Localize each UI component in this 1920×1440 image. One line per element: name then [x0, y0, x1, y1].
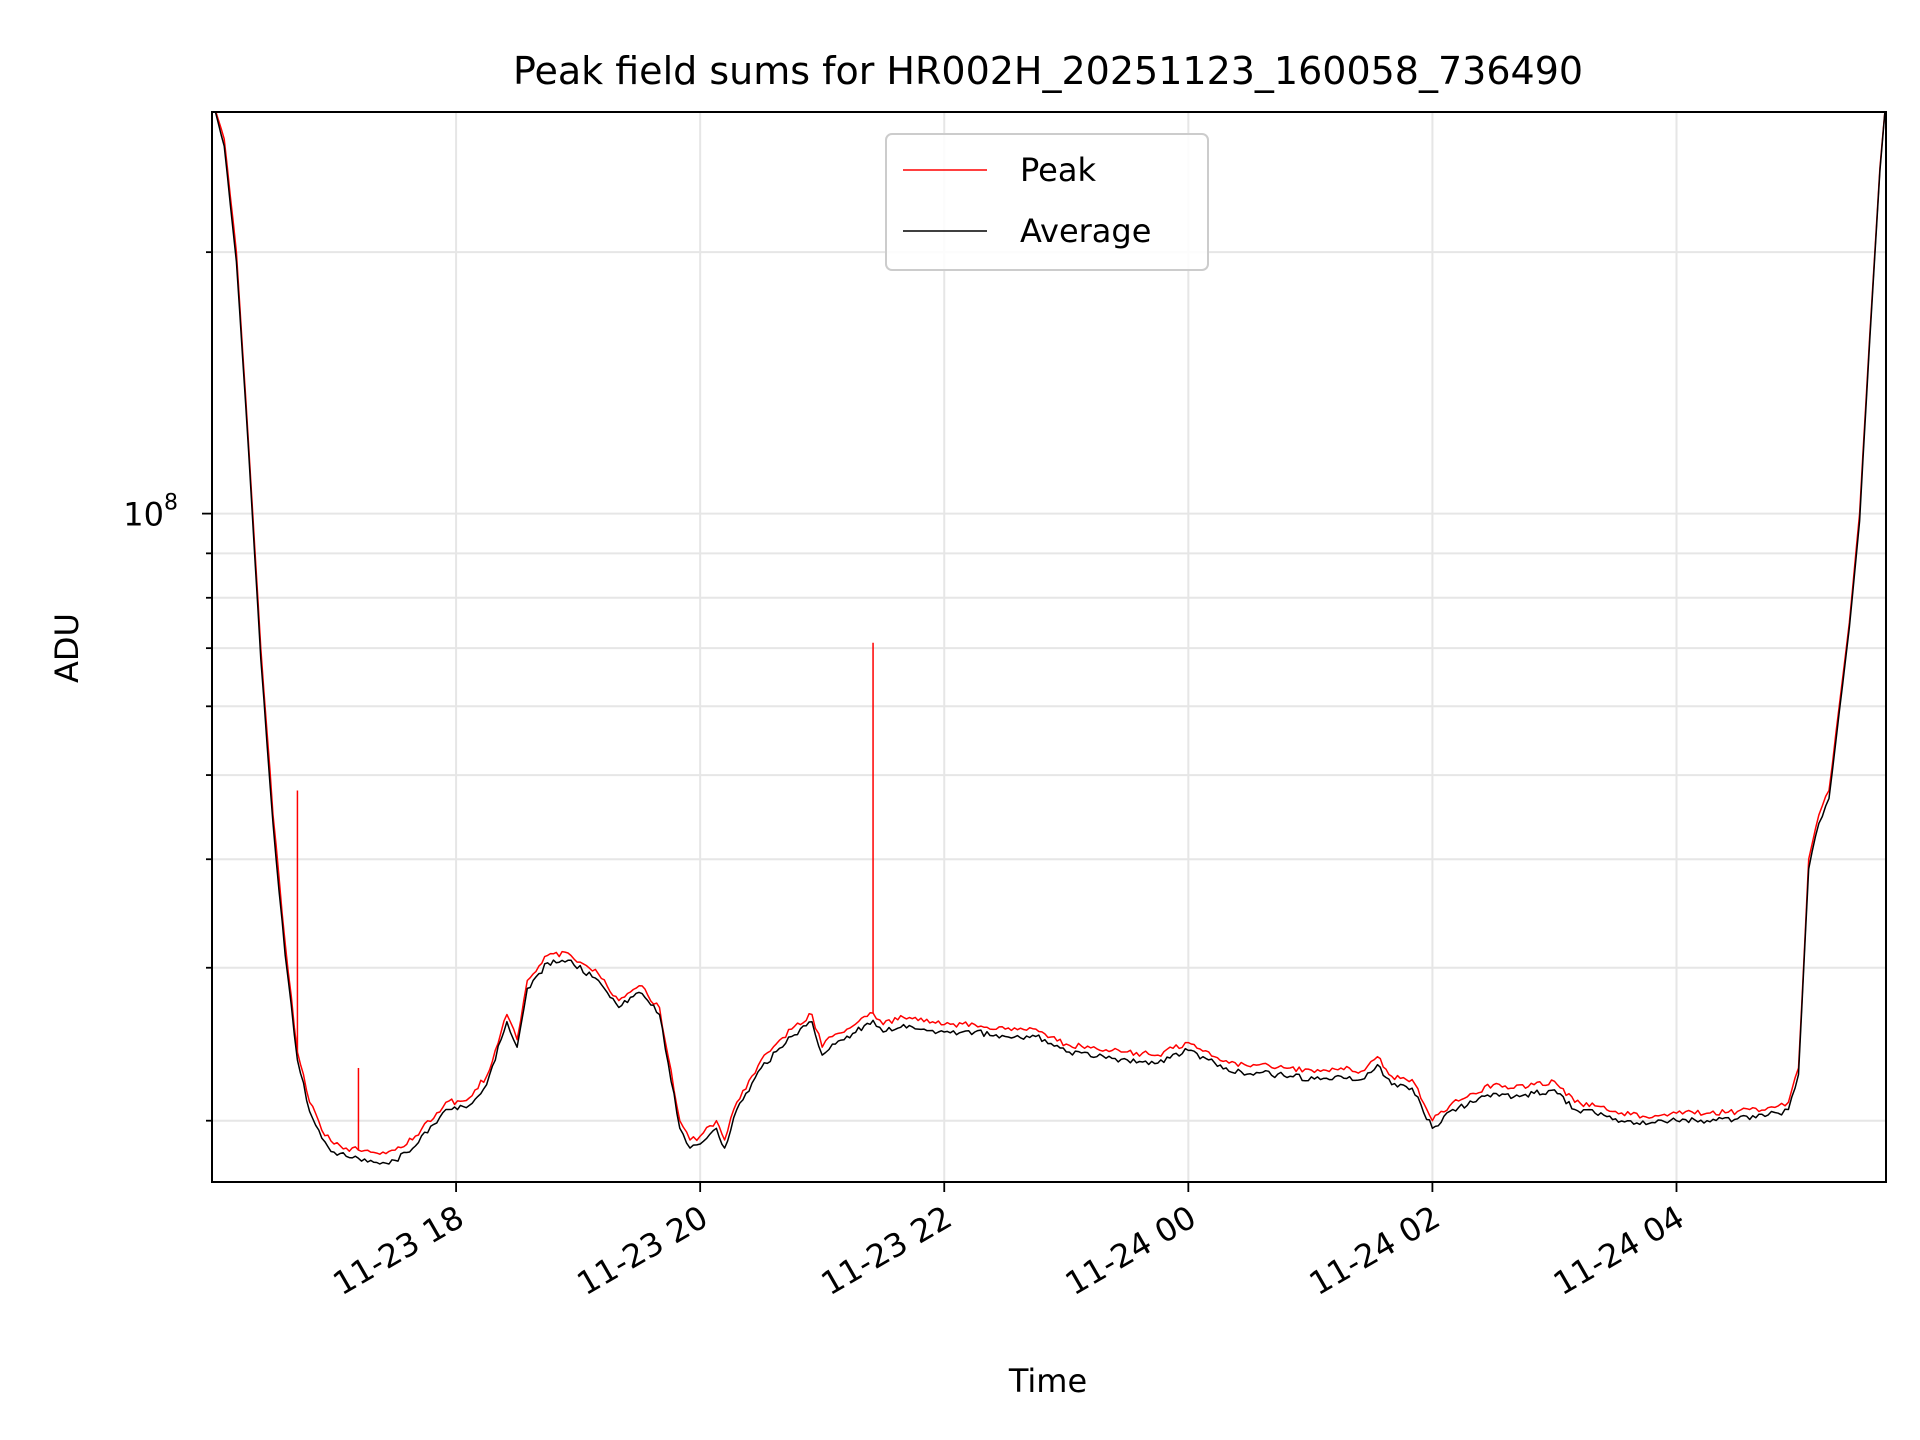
plot-frame: [211, 111, 1887, 1183]
y-axis: 108: [123, 251, 212, 1122]
y-tick-label: 108: [123, 491, 178, 534]
legend-box: [885, 133, 1209, 271]
series-layer: [214, 112, 1886, 1165]
y-tick-label-exponent: 8: [164, 491, 178, 516]
x-axis-label: Time: [1008, 1362, 1087, 1400]
series-line-average: [214, 112, 1886, 1165]
y-axis-label: ADU: [48, 613, 86, 683]
legend-label-peak: Peak: [1020, 151, 1096, 189]
series-line-peak: [215, 112, 1886, 1155]
legend: Peak Average: [885, 133, 1209, 271]
chart-title: Peak field sums for HR002H_20251123_1600…: [513, 49, 1583, 93]
legend-label-average: Average: [1020, 212, 1151, 250]
y-tick-label-base: 10: [123, 496, 164, 534]
